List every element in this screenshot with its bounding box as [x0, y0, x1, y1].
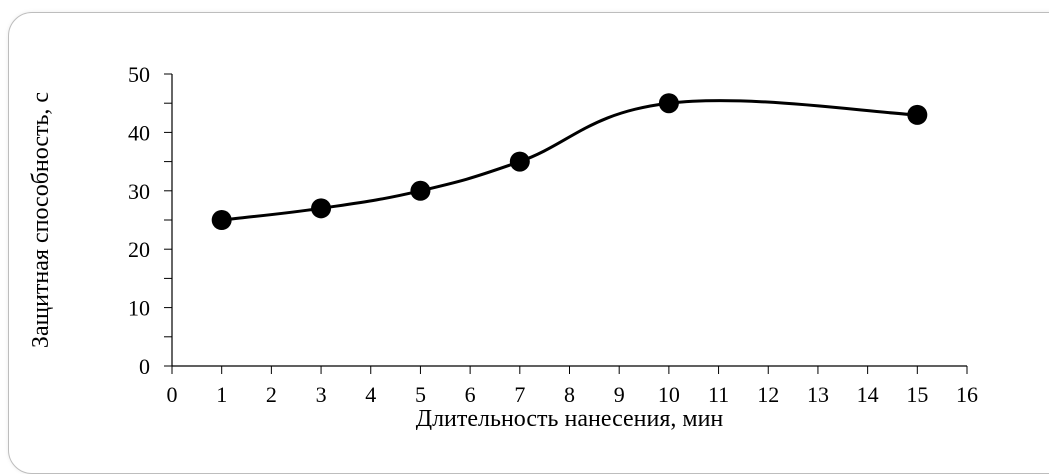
y-tick-label: 50: [128, 62, 150, 87]
y-tick-label: 30: [128, 179, 150, 204]
data-point: [211, 210, 232, 230]
x-tick-label: 10: [658, 382, 680, 407]
data-points: [211, 93, 928, 230]
x-tick-label: 9: [614, 382, 625, 407]
data-point: [410, 180, 431, 201]
x-tick-label: 6: [465, 382, 476, 407]
y-tick-label: 0: [139, 354, 150, 379]
y-tick-label: 20: [128, 237, 150, 262]
axes: [164, 73, 968, 374]
x-tick-label: 0: [167, 382, 178, 407]
y-tick-label: 10: [128, 296, 150, 321]
data-point: [311, 198, 332, 219]
chart-frame: [8, 12, 1049, 474]
x-tick-label: 8: [564, 382, 575, 407]
data-point: [658, 93, 679, 114]
x-axis-title: Длительность нанесения, мин: [416, 406, 724, 430]
x-tick-label: 1: [216, 382, 227, 407]
x-tick-label: 2: [266, 382, 277, 407]
x-tick-label: 14: [857, 382, 879, 407]
y-tick-label: 40: [128, 120, 150, 145]
x-tick-label: 3: [316, 382, 327, 407]
x-tick-label: 12: [757, 382, 779, 407]
x-tick-label: 13: [807, 382, 829, 407]
x-tick-label: 4: [365, 382, 376, 407]
x-tick-label: 7: [514, 382, 525, 407]
x-tick-label: 5: [415, 382, 426, 407]
y-axis-title: Защитная способность, с: [28, 92, 54, 348]
data-point: [907, 104, 928, 125]
data-point: [509, 151, 530, 172]
x-tick-label: 11: [708, 382, 729, 407]
x-tick-label: 15: [906, 382, 928, 407]
x-tick-label: 16: [956, 382, 978, 407]
